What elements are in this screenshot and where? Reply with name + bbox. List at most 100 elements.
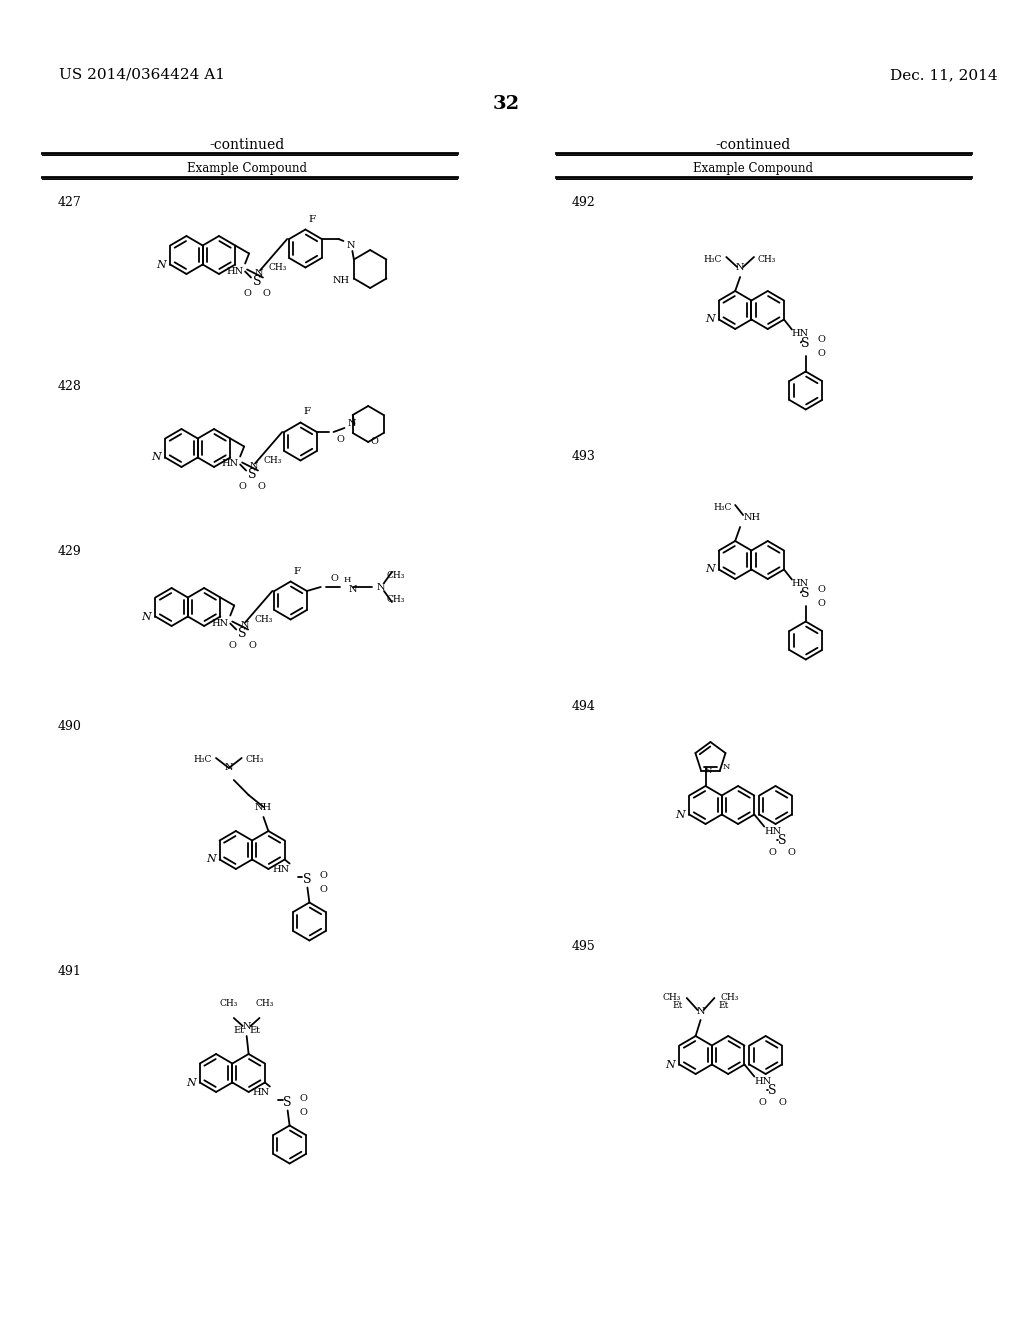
Text: O: O: [239, 482, 246, 491]
Text: N: N: [706, 565, 715, 574]
Text: CH₃: CH₃: [758, 255, 776, 264]
Text: N: N: [736, 263, 744, 272]
Text: O: O: [370, 437, 378, 446]
Text: N: N: [152, 453, 161, 462]
Text: S: S: [802, 337, 810, 350]
Text: F: F: [294, 566, 301, 576]
Text: O: O: [817, 335, 825, 345]
Text: N: N: [348, 585, 357, 594]
Text: F: F: [303, 408, 310, 417]
Text: S: S: [238, 627, 247, 640]
Text: N: N: [243, 1022, 251, 1031]
Text: Et: Et: [249, 1026, 260, 1035]
Text: O: O: [817, 585, 825, 594]
Text: Dec. 11, 2014: Dec. 11, 2014: [890, 69, 997, 82]
Text: HN: HN: [792, 330, 809, 338]
Text: N: N: [377, 582, 386, 591]
Text: HN: HN: [253, 1088, 270, 1097]
Text: N: N: [206, 854, 216, 865]
Text: O: O: [817, 599, 825, 609]
Text: 429: 429: [57, 545, 81, 558]
Text: Example Compound: Example Compound: [693, 162, 813, 176]
Text: S: S: [303, 873, 311, 886]
Text: 493: 493: [571, 450, 595, 463]
Text: N: N: [224, 763, 233, 772]
Text: HN: HN: [792, 579, 809, 589]
Text: O: O: [787, 847, 796, 857]
Text: NH: NH: [255, 803, 272, 812]
Text: O: O: [299, 1107, 307, 1117]
Text: -continued: -continued: [210, 139, 285, 152]
Text: US 2014/0364424 A1: US 2014/0364424 A1: [59, 69, 225, 82]
Text: 427: 427: [57, 195, 81, 209]
Text: O: O: [319, 871, 327, 880]
Text: S: S: [778, 834, 786, 847]
Text: CH₃: CH₃: [255, 999, 273, 1008]
Text: N: N: [250, 462, 259, 471]
Text: S: S: [802, 587, 810, 601]
Text: N: N: [696, 1007, 705, 1016]
Text: S: S: [768, 1084, 776, 1097]
Text: N: N: [706, 314, 715, 325]
Text: N: N: [705, 767, 712, 775]
Text: Et: Et: [719, 1002, 729, 1011]
Text: HN: HN: [226, 267, 244, 276]
Text: HN: HN: [212, 619, 229, 627]
Text: CH₃: CH₃: [254, 615, 272, 624]
Text: N: N: [347, 420, 355, 429]
Text: 491: 491: [57, 965, 81, 978]
Text: N: N: [676, 809, 685, 820]
Text: O: O: [319, 884, 327, 894]
Text: CH₃: CH₃: [220, 999, 238, 1008]
Text: O: O: [228, 642, 237, 649]
Text: Example Compound: Example Compound: [187, 162, 307, 176]
Text: 494: 494: [571, 700, 595, 713]
Text: CH₃: CH₃: [720, 994, 738, 1002]
Text: O: O: [263, 289, 270, 298]
Text: HN: HN: [755, 1077, 771, 1085]
Text: O: O: [817, 348, 825, 358]
Text: CH₃: CH₃: [387, 570, 406, 579]
Text: N: N: [141, 611, 152, 622]
Text: N: N: [723, 763, 730, 771]
Text: O: O: [337, 436, 344, 445]
Text: F: F: [308, 214, 315, 223]
Text: 492: 492: [571, 195, 595, 209]
Text: S: S: [284, 1096, 292, 1109]
Text: CH₃: CH₃: [269, 263, 287, 272]
Text: H: H: [343, 576, 351, 583]
Text: N: N: [255, 269, 263, 279]
Text: O: O: [248, 642, 256, 649]
Text: O: O: [243, 289, 251, 298]
Text: -continued: -continued: [716, 139, 792, 152]
Text: CH₃: CH₃: [387, 594, 406, 603]
Text: CH₃: CH₃: [264, 455, 283, 465]
Text: O: O: [299, 1094, 307, 1104]
Text: N: N: [186, 1077, 196, 1088]
Text: S: S: [253, 275, 261, 288]
Text: N: N: [666, 1060, 676, 1069]
Text: CH₃: CH₃: [246, 755, 264, 764]
Text: Et: Et: [673, 1002, 683, 1011]
Text: N: N: [241, 620, 249, 630]
Text: H₃C: H₃C: [194, 755, 212, 764]
Text: HN: HN: [222, 459, 239, 469]
Text: Et: Et: [233, 1026, 245, 1035]
Text: O: O: [258, 482, 266, 491]
Text: O: O: [331, 574, 339, 583]
Text: N: N: [157, 260, 166, 269]
Text: H₃C: H₃C: [714, 503, 732, 511]
Text: S: S: [248, 469, 256, 480]
Text: HN: HN: [764, 826, 781, 836]
Text: 32: 32: [493, 95, 520, 114]
Text: 490: 490: [57, 719, 81, 733]
Text: O: O: [768, 847, 776, 857]
Text: HN: HN: [272, 865, 290, 874]
Text: 428: 428: [57, 380, 81, 393]
Text: H₃C: H₃C: [703, 255, 722, 264]
Text: NH: NH: [743, 513, 760, 521]
Text: N: N: [346, 240, 354, 249]
Text: O: O: [778, 1098, 786, 1107]
Text: NH: NH: [333, 276, 350, 285]
Text: 495: 495: [571, 940, 595, 953]
